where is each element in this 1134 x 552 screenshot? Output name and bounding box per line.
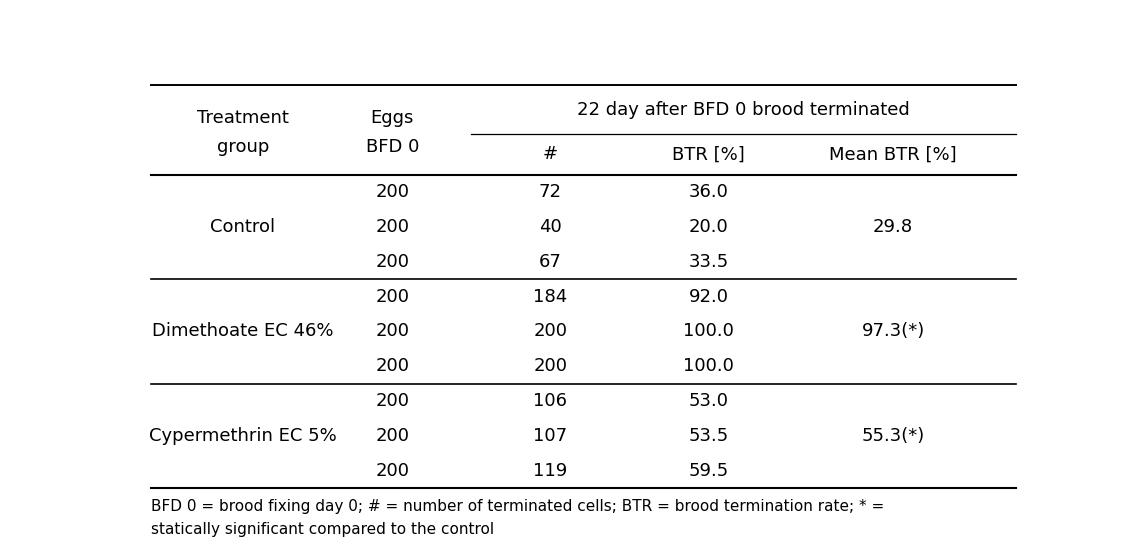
Text: 20.0: 20.0 [688, 218, 728, 236]
Text: 36.0: 36.0 [688, 183, 728, 201]
Text: 200: 200 [375, 183, 409, 201]
Text: Cypermethrin EC 5%: Cypermethrin EC 5% [149, 427, 337, 445]
Text: 72: 72 [539, 183, 562, 201]
Text: 59.5: 59.5 [688, 462, 729, 480]
Text: 184: 184 [533, 288, 567, 306]
Text: 100.0: 100.0 [683, 322, 734, 341]
Text: 200: 200 [533, 357, 567, 375]
Text: 200: 200 [375, 427, 409, 445]
Text: 200: 200 [375, 392, 409, 410]
Text: 40: 40 [539, 218, 561, 236]
Text: 53.0: 53.0 [688, 392, 729, 410]
Text: Mean BTR [%]: Mean BTR [%] [829, 145, 957, 163]
Text: Control: Control [210, 218, 276, 236]
Text: 200: 200 [375, 288, 409, 306]
Text: BFD 0 = brood fixing day 0; # = number of terminated cells; BTR = brood terminat: BFD 0 = brood fixing day 0; # = number o… [151, 499, 883, 514]
Text: 119: 119 [533, 462, 567, 480]
Text: 33.5: 33.5 [688, 253, 729, 271]
Text: Treatment
group: Treatment group [197, 109, 289, 156]
Text: BTR [%]: BTR [%] [672, 145, 745, 163]
Text: 100.0: 100.0 [683, 357, 734, 375]
Text: 200: 200 [375, 462, 409, 480]
Text: 200: 200 [375, 357, 409, 375]
Text: Eggs
BFD 0: Eggs BFD 0 [365, 109, 418, 156]
Text: 97.3(*): 97.3(*) [862, 322, 925, 341]
Text: #: # [543, 145, 558, 163]
Text: 200: 200 [533, 322, 567, 341]
Text: 53.5: 53.5 [688, 427, 729, 445]
Text: statically significant compared to the control: statically significant compared to the c… [151, 522, 493, 537]
Text: 200: 200 [375, 322, 409, 341]
Text: 67: 67 [539, 253, 561, 271]
Text: 200: 200 [375, 253, 409, 271]
Text: 200: 200 [375, 218, 409, 236]
Text: 106: 106 [533, 392, 567, 410]
Text: 107: 107 [533, 427, 567, 445]
Text: 55.3(*): 55.3(*) [862, 427, 925, 445]
Text: 29.8: 29.8 [873, 218, 913, 236]
Text: 22 day after BFD 0 brood terminated: 22 day after BFD 0 brood terminated [577, 101, 911, 119]
Text: Dimethoate EC 46%: Dimethoate EC 46% [152, 322, 333, 341]
Text: 92.0: 92.0 [688, 288, 729, 306]
